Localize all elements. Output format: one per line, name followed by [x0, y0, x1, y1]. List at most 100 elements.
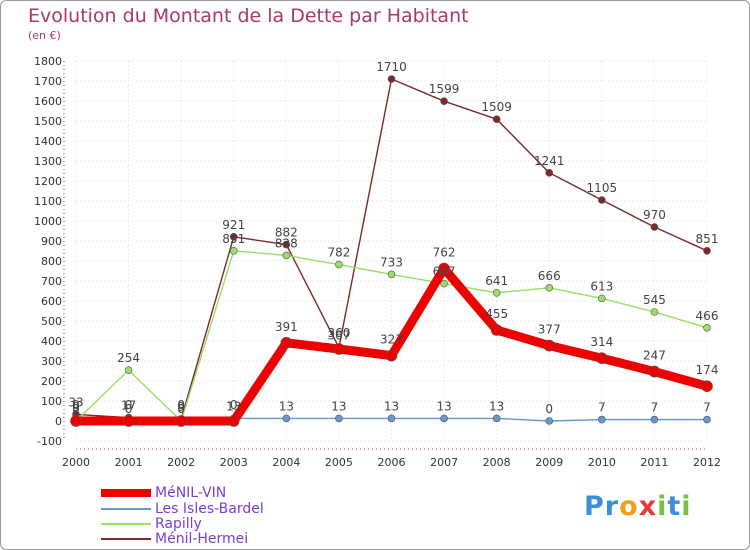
- data-label-rapilly: 0: [177, 402, 185, 416]
- y-tick-label: 1100: [34, 195, 62, 208]
- legend-swatch-les-isles-bardel: [101, 508, 151, 510]
- logo-letter: x: [638, 491, 658, 522]
- data-point-rapilly: [703, 323, 711, 332]
- data-label-les-isles-bardel: 0: [177, 402, 185, 416]
- data-label-menil-hermei: 1710: [376, 60, 407, 74]
- data-label-menil-vin: 391: [275, 320, 298, 334]
- data-point-menil-vin: [543, 339, 556, 352]
- data-label-rapilly: 782: [327, 246, 350, 260]
- y-tick-label: 1600: [34, 95, 62, 108]
- data-label-les-isles-bardel: 13: [279, 399, 294, 413]
- legend-item-menil-hermei[interactable]: Ménil-Hermei: [101, 531, 248, 547]
- data-point-menil-vin: [596, 352, 608, 365]
- x-tick-label: 2005: [325, 456, 353, 469]
- data-point-les-isles-bardel: [492, 414, 501, 423]
- data-point-rapilly: [282, 251, 291, 260]
- data-point-les-isles-bardel: [282, 414, 291, 423]
- data-label-menil-vin: 0: [125, 398, 133, 412]
- data-label-menil-hermei: 1241: [534, 154, 565, 168]
- data-label-les-isles-bardel: 13: [489, 399, 504, 413]
- x-tick-label: 2002: [167, 456, 195, 469]
- data-label-menil-vin: 314: [590, 335, 613, 349]
- legend-label-les-isles-bardel: Les Isles-Bardel: [155, 501, 264, 517]
- data-label-rapilly: 466: [696, 309, 719, 323]
- data-label-menil-hermei: 33: [68, 395, 83, 409]
- x-tick-label: 2008: [483, 456, 511, 469]
- data-label-rapilly: 254: [117, 351, 140, 365]
- x-tick-label: 2003: [220, 456, 248, 469]
- y-tick-label: 400: [41, 335, 62, 348]
- y-tick-label: 700: [41, 275, 62, 288]
- y-tick-label: 500: [41, 315, 62, 328]
- x-tick-label: 2007: [430, 456, 458, 469]
- data-point-les-isles-bardel: [387, 414, 396, 423]
- y-tick-label: -100: [37, 435, 62, 448]
- y-tick-label: 1800: [34, 55, 62, 68]
- data-point-rapilly: [124, 366, 133, 375]
- logo-letter: i: [657, 491, 668, 522]
- grid-layer: [75, 60, 708, 442]
- y-tick-label: 1700: [34, 75, 62, 88]
- x-tick-label: 2009: [535, 456, 563, 469]
- logo-letter: r: [604, 491, 620, 522]
- data-label-rapilly: 545: [643, 293, 666, 307]
- data-label-menil-hermei: 1105: [587, 181, 618, 195]
- data-point-menil-vin: [333, 343, 345, 355]
- data-label-menil-vin: 174: [696, 363, 719, 377]
- data-point-menil-vin: [490, 324, 503, 336]
- data-label-les-isles-bardel: 13: [226, 399, 241, 413]
- data-label-menil-vin: 0: [72, 398, 80, 412]
- data-point-menil-vin: [122, 415, 135, 427]
- logo-letter: i: [681, 491, 692, 522]
- chart-subtitle: (en €): [28, 29, 61, 42]
- data-label-menil-hermei: 1509: [481, 100, 512, 114]
- legend-item-rapilly[interactable]: Rapilly: [101, 516, 202, 532]
- legend-label-rapilly: Rapilly: [155, 516, 202, 532]
- data-label-rapilly: 851: [222, 232, 245, 246]
- data-point-les-isles-bardel: [545, 417, 554, 425]
- data-point-les-isles-bardel: [598, 415, 606, 424]
- data-label-menil-vin: 327: [380, 333, 403, 347]
- data-point-menil-hermei: [387, 75, 396, 83]
- data-label-rapilly: 666: [538, 269, 561, 283]
- data-label-les-isles-bardel: 7: [651, 401, 659, 415]
- data-label-menil-vin: 0: [177, 398, 185, 412]
- data-label-les-isles-bardel: 9: [72, 400, 80, 414]
- data-label-menil-vin: 360: [327, 326, 350, 340]
- data-label-les-isles-bardel: 0: [125, 402, 133, 416]
- legend-swatch-rapilly: [101, 523, 151, 525]
- series-layer: [70, 75, 713, 427]
- data-point-menil-hermei: [229, 233, 238, 241]
- data-point-menil-vin: [227, 415, 240, 427]
- y-tick-label: 1000: [34, 215, 62, 228]
- data-point-les-isles-bardel: [703, 415, 711, 424]
- data-point-menil-vin: [280, 336, 293, 349]
- data-point-rapilly: [387, 270, 396, 279]
- y-tick-label: 300: [41, 355, 62, 368]
- x-tick-label: 2012: [693, 456, 721, 469]
- data-point-rapilly: [650, 308, 659, 316]
- data-label-menil-hermei: 970: [643, 208, 666, 222]
- data-label-menil-vin: 247: [643, 349, 666, 363]
- data-label-les-isles-bardel: 13: [331, 399, 346, 413]
- data-point-menil-hermei: [282, 240, 291, 249]
- chart-title: Evolution du Montant de la Dette par Hab…: [28, 5, 469, 27]
- legend-swatch-menil-hermei: [101, 538, 151, 540]
- data-label-les-isles-bardel: 0: [545, 402, 553, 416]
- data-label-rapilly: 828: [275, 236, 298, 250]
- y-tick-label: 1400: [34, 135, 62, 148]
- legend-label-menil-vin: MéNIL-VIN: [155, 485, 227, 501]
- legend-item-les-isles-bardel[interactable]: Les Isles-Bardel: [101, 501, 264, 517]
- y-tick-label: 200: [41, 375, 62, 388]
- legend-item-menil-vin[interactable]: MéNIL-VIN: [101, 485, 226, 501]
- x-tick-label: 2006: [378, 456, 406, 469]
- data-point-rapilly: [598, 294, 606, 303]
- data-point-menil-hermei: [545, 169, 554, 177]
- data-point-menil-hermei: [650, 223, 659, 231]
- data-label-rapilly: 687: [433, 265, 456, 279]
- data-point-menil-vin: [385, 349, 398, 362]
- data-label-menil-hermei: 851: [696, 232, 719, 246]
- legend-swatch-menil-vin: [101, 489, 151, 497]
